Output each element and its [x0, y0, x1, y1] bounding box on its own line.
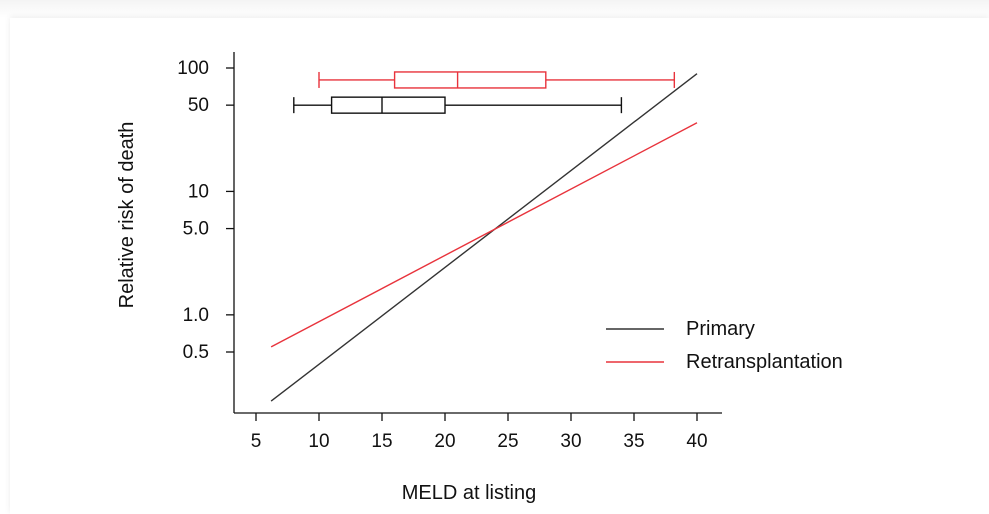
x-tick-label: 25: [497, 431, 518, 452]
boxplot-box-retransplantation: [393, 71, 547, 89]
series-line-primary: [270, 73, 698, 402]
boxplot-group: [293, 71, 676, 114]
x-tick-label: 15: [371, 431, 392, 452]
y-tick-label: 1.0: [183, 305, 209, 326]
x-tick-label: 10: [308, 431, 329, 452]
y-tick-label: 100: [177, 58, 209, 79]
y-tick-label: 50: [188, 95, 209, 116]
y-tick-label: 5.0: [183, 219, 209, 240]
axes: [233, 52, 722, 414]
x-tick-label: 35: [623, 431, 644, 452]
y-tick-label: 0.5: [183, 342, 209, 363]
x-axis-label: MELD at listing: [402, 482, 537, 504]
figure-card: [10, 18, 989, 514]
x-tick-label: 30: [560, 431, 581, 452]
y-axis-label: Relative risk of death: [116, 122, 138, 309]
x-tick-label: 20: [434, 431, 455, 452]
legend-label-retransplantation: Retransplantation: [686, 351, 843, 373]
boxplot-box-primary: [330, 96, 446, 114]
series-line-retransplantation: [270, 122, 698, 348]
legend-label-primary: Primary: [686, 318, 755, 340]
series-lines: [270, 73, 698, 402]
x-tick-label: 5: [251, 431, 262, 452]
y-ticks: 0.5 1.0 5.0 10 50 100: [177, 58, 234, 363]
x-tick-label: 40: [686, 431, 707, 452]
x-ticks: 5 10 15 20 25 30 35 40: [251, 413, 708, 452]
y-tick-label: 10: [188, 181, 209, 202]
legend: Primary Retransplantation: [606, 318, 843, 373]
